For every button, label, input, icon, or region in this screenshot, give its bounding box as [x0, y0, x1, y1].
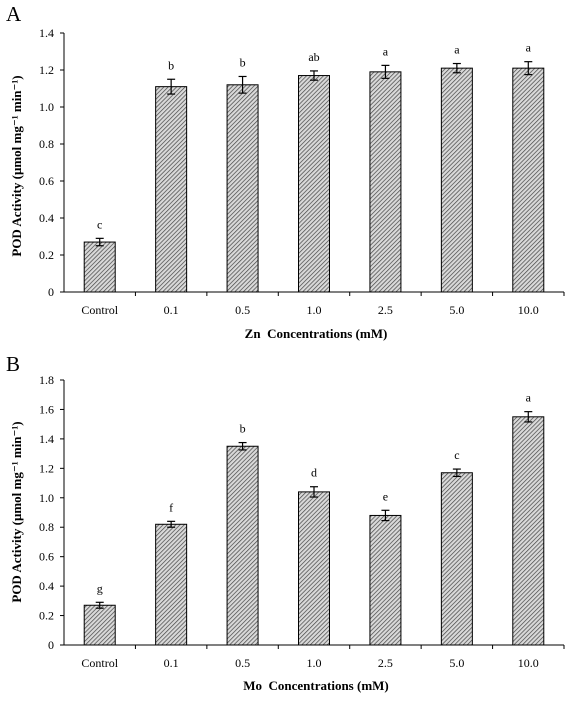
panel-a-x-ticks: Control 0.1 0.5 1.0 2.5 5.0 10.0: [81, 292, 565, 317]
y-tick-label: 1.2: [39, 461, 54, 475]
significance-letter: ab: [308, 50, 319, 64]
panel-a: A POD Activity (μmol mg⁻¹ min⁻¹) 0 0.2 0.4…: [6, 2, 565, 341]
bar: [440, 67, 473, 293]
y-tick-label: 1.0: [39, 491, 54, 505]
y-tick-label: 1.8: [39, 373, 54, 387]
x-tick-label: 10.0: [518, 303, 539, 317]
x-tick-label: 5.0: [449, 303, 464, 317]
panel-a-y-ticks: 0 0.2 0.4 0.6 0.8 1.0 1.2 1.4: [39, 26, 64, 299]
x-tick-label: 1.0: [307, 303, 322, 317]
significance-letter: c: [454, 448, 459, 462]
bar: [298, 491, 330, 646]
y-tick-label: 0: [48, 638, 54, 652]
bar: [83, 604, 116, 646]
x-tick-label: Control: [81, 656, 118, 670]
bar: [226, 84, 259, 293]
bar: [440, 472, 473, 646]
y-tick-label: 0: [48, 285, 54, 299]
significance-letter: b: [168, 58, 174, 72]
y-tick-label: 0.4: [39, 211, 54, 225]
panel-b-y-ticks: 0 0.2 0.4 0.6 0.8 1.0 1.2 1.4 1.6 1.8: [39, 373, 64, 652]
y-tick-label: 0.6: [39, 550, 54, 564]
bar: [298, 75, 330, 293]
significance-letter: a: [454, 43, 460, 57]
x-tick-label: 2.5: [378, 303, 393, 317]
y-tick-label: 0.4: [39, 579, 54, 593]
y-tick-label: 0.2: [39, 248, 54, 262]
bar: [512, 67, 545, 293]
significance-letter: a: [383, 44, 389, 58]
panel-b-x-axis-title: Mo Concentrations (mM): [243, 678, 389, 693]
x-tick-label: 0.1: [164, 656, 179, 670]
x-tick-label: 10.0: [518, 656, 539, 670]
bar: [83, 241, 116, 293]
y-tick-label: 0.8: [39, 520, 54, 534]
significance-letter: a: [526, 391, 532, 405]
y-tick-label: 0.2: [39, 609, 54, 623]
y-tick-label: 1.0: [39, 100, 54, 114]
y-tick-label: 1.6: [39, 402, 54, 416]
bar: [155, 523, 188, 646]
panel-a-x-axis-title: Zn Concentrations (mM): [245, 326, 388, 341]
panel-b-y-axis-title: POD Activity (μmol mg⁻¹ min⁻¹): [9, 421, 24, 602]
panel-b-bars: g f b d e c a: [83, 391, 545, 646]
significance-letter: g: [97, 581, 103, 595]
significance-letter: b: [240, 55, 246, 69]
significance-letter: a: [526, 41, 532, 55]
significance-letter: d: [311, 466, 317, 480]
panel-a-bars: c b b ab a a a: [83, 41, 545, 293]
y-tick-label: 0.6: [39, 174, 54, 188]
bar: [226, 445, 259, 646]
x-tick-label: 2.5: [378, 656, 393, 670]
x-tick-label: 0.5: [235, 303, 250, 317]
bar: [369, 514, 402, 646]
x-tick-label: 0.5: [235, 656, 250, 670]
x-tick-label: 5.0: [449, 656, 464, 670]
y-tick-label: 1.4: [39, 432, 54, 446]
panel-b-x-ticks: Control 0.1 0.5 1.0 2.5 5.0 10.0: [81, 645, 565, 670]
y-tick-label: 0.8: [39, 137, 54, 151]
x-tick-label: 1.0: [307, 656, 322, 670]
panel-a-y-axis-title: POD Activity (μmol mg⁻¹ min⁻¹): [9, 75, 24, 256]
significance-letter: f: [169, 500, 173, 514]
bar: [155, 86, 188, 293]
significance-letter: e: [383, 489, 388, 503]
panel-b-label: B: [6, 352, 20, 376]
panel-b: B POD Activity (μmol mg⁻¹ min⁻¹) 0 0.2 0.4…: [6, 352, 565, 693]
bar: [369, 71, 402, 293]
y-tick-label: 1.4: [39, 26, 54, 40]
y-tick-label: 1.2: [39, 63, 54, 77]
significance-letter: c: [97, 217, 102, 231]
x-tick-label: Control: [81, 303, 118, 317]
x-tick-label: 0.1: [164, 303, 179, 317]
panel-a-label: A: [6, 2, 22, 26]
significance-letter: b: [240, 422, 246, 436]
bar: [512, 416, 545, 646]
